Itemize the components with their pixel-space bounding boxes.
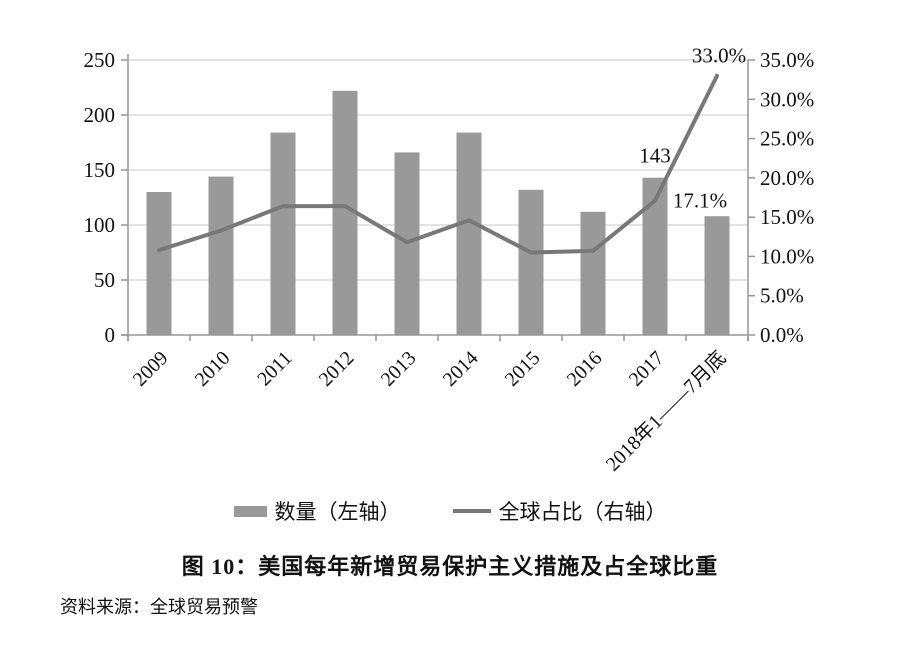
right-axis-tick-label: 25.0% xyxy=(760,127,814,151)
right-axis-tick-label: 10.0% xyxy=(760,244,814,268)
chart: 250 200 150 100 50 0 35.0% 30.0% 25.0% 20.0% 15.0%… xyxy=(84,44,815,476)
data-label: 33.0% xyxy=(692,44,746,68)
trend-line xyxy=(157,73,719,255)
combo-chart-svg: 250 200 150 100 50 0 35.0% 30.0% 25.0% 20.0% 15.0%… xyxy=(84,44,815,476)
figure-caption: 图 10：美国每年新增贸易保护主义措施及占全球比重 xyxy=(181,554,719,579)
data-label: 143 xyxy=(639,144,671,168)
x-tick-label: 2011 xyxy=(253,347,296,390)
legend-item-line: 全球占比（右轴） xyxy=(452,496,667,526)
bar-2014 xyxy=(456,132,482,335)
left-axis-tick-label: 250 xyxy=(84,48,116,72)
right-axis-tick-label: 35.0% xyxy=(760,48,814,72)
right-axis-tick-label: 5.0% xyxy=(760,284,804,308)
x-tick-label: 2012 xyxy=(315,347,359,391)
bar-2011 xyxy=(270,132,296,335)
left-axis-tick-label: 200 xyxy=(84,103,116,127)
x-tick-label: 2015 xyxy=(501,347,545,391)
right-axis-tick-label: 20.0% xyxy=(760,166,814,190)
bar-2016 xyxy=(580,211,606,335)
legend-bar-label: 数量（左轴） xyxy=(274,500,401,524)
x-tick-label: 2018年1——7月底 xyxy=(601,346,730,475)
x-tick-label: 2013 xyxy=(377,347,421,391)
x-tick-label: 2009 xyxy=(129,347,173,391)
chart-legend: 数量（左轴） 全球占比（右轴） xyxy=(0,496,900,526)
data-label: 17.1% xyxy=(673,189,727,213)
right-axis-tick-label: 0.0% xyxy=(760,323,804,347)
x-tick-label: 2010 xyxy=(191,347,235,391)
line-series-swatch-icon xyxy=(452,509,491,513)
x-tick-label: 2016 xyxy=(563,347,607,391)
bar-2010 xyxy=(208,176,234,335)
legend-item-bars: 数量（左轴） xyxy=(233,496,401,526)
bar-2015 xyxy=(518,189,544,335)
left-axis-tick-label: 0 xyxy=(105,323,116,347)
bar-2018年1——7月底 xyxy=(704,216,730,335)
left-axis-tick-label: 50 xyxy=(94,268,115,292)
bar-2009 xyxy=(146,192,172,335)
data-source-note: 资料来源：全球贸易预警 xyxy=(60,597,258,617)
bar-2017 xyxy=(642,177,668,335)
x-tick-label: 2017 xyxy=(625,347,669,391)
left-axis-tick-label: 150 xyxy=(84,158,116,182)
right-axis-tick-label: 15.0% xyxy=(760,205,814,229)
bar-series-swatch-icon xyxy=(233,505,267,517)
left-axis-tick-label: 100 xyxy=(84,213,116,237)
x-tick-label: 2014 xyxy=(439,347,483,391)
legend-line-label: 全球占比（右轴） xyxy=(498,500,667,524)
right-axis-tick-label: 30.0% xyxy=(760,87,814,111)
